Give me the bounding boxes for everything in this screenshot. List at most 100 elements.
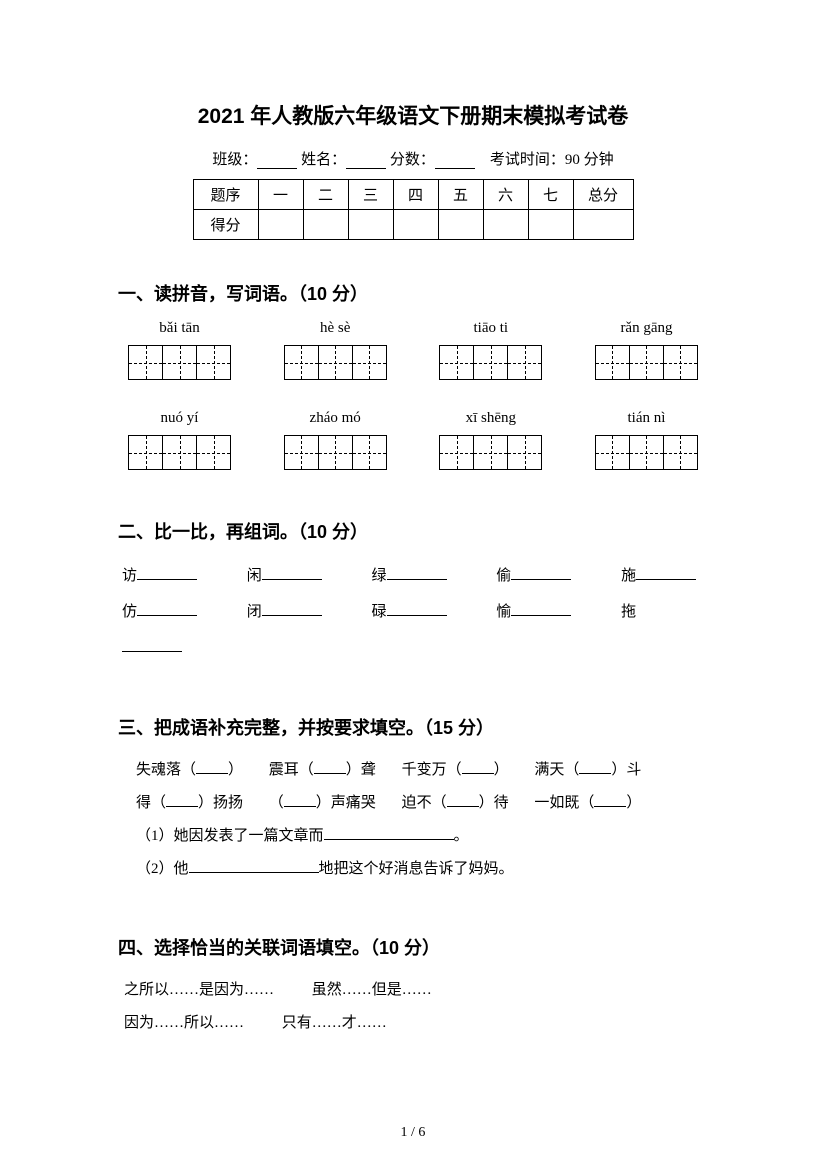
pinyin-label: xī shēng xyxy=(466,410,516,427)
char-box-group[interactable] xyxy=(128,435,231,470)
class-blank[interactable] xyxy=(257,153,297,169)
page-number: 1 / 6 xyxy=(0,1125,826,1141)
idiom-line: 失魂落（） 震耳（）聋 千变万（） 满天（）斗 xyxy=(118,754,708,787)
char: 愉 xyxy=(496,604,511,620)
score-cell[interactable] xyxy=(303,210,348,240)
name-label: 姓名： xyxy=(301,152,346,168)
idiom-blank[interactable] xyxy=(594,792,626,807)
pinyin-item: hè sè xyxy=(284,320,387,380)
idiom-text: 失魂落（ xyxy=(136,762,196,778)
word-blank[interactable] xyxy=(262,601,322,616)
section-heading: 四、选择恰当的关联词语填空。（10 分） xyxy=(118,934,708,960)
conj-line: 因为……所以…… 只有……才…… xyxy=(118,1007,708,1040)
fill-text: 。 xyxy=(454,828,469,844)
fill-blank[interactable] xyxy=(324,825,454,840)
score-label: 分数： xyxy=(390,152,435,168)
pinyin-label: zháo mó xyxy=(310,410,361,427)
fill-text: （1）她因发表了一篇文章而 xyxy=(136,828,324,844)
idiom-text: 千变万（ xyxy=(402,762,462,778)
pinyin-label: nuó yí xyxy=(161,410,199,427)
char-box-group[interactable] xyxy=(128,345,231,380)
pinyin-item: xī shēng xyxy=(439,410,542,470)
col-header: 一 xyxy=(258,180,303,210)
section-heading: 二、比一比，再组词。（10 分） xyxy=(118,518,708,544)
word-blank[interactable] xyxy=(511,565,571,580)
idiom-blank[interactable] xyxy=(196,759,228,774)
total-cell[interactable] xyxy=(573,210,633,240)
idiom-blank[interactable] xyxy=(166,792,198,807)
word-blank[interactable] xyxy=(262,565,322,580)
compare-line xyxy=(118,630,708,666)
idiom-text: ）斗 xyxy=(611,762,641,778)
char: 碌 xyxy=(372,604,387,620)
char-box-group[interactable] xyxy=(439,435,542,470)
idiom-blank[interactable] xyxy=(579,759,611,774)
pinyin-item: tiāo ti xyxy=(439,320,542,380)
score-cell[interactable] xyxy=(438,210,483,240)
score-blank[interactable] xyxy=(435,153,475,169)
score-cell[interactable] xyxy=(393,210,438,240)
word-blank[interactable] xyxy=(636,565,696,580)
char-box-group[interactable] xyxy=(595,435,698,470)
score-table: 题序 一 二 三 四 五 六 七 总分 得分 xyxy=(193,179,634,240)
idiom-text: ） xyxy=(228,762,243,778)
conj-text: 只有……才…… xyxy=(282,1015,387,1031)
fill-blank[interactable] xyxy=(189,858,319,873)
word-blank[interactable] xyxy=(122,637,182,652)
conj-text: 虽然……但是…… xyxy=(312,982,432,998)
idiom-blank[interactable] xyxy=(462,759,494,774)
name-blank[interactable] xyxy=(346,153,386,169)
row-label: 题序 xyxy=(193,180,258,210)
char-box-group[interactable] xyxy=(439,345,542,380)
char: 拖 xyxy=(621,604,636,620)
word-blank[interactable] xyxy=(137,565,197,580)
char: 偷 xyxy=(496,568,511,584)
idiom-text: 震耳（ xyxy=(269,762,314,778)
fill-line: （1）她因发表了一篇文章而 。 xyxy=(118,820,708,853)
idiom-text: （ xyxy=(269,795,284,811)
conj-line: 之所以……是因为…… 虽然……但是…… xyxy=(118,974,708,1007)
idiom-text: ） xyxy=(626,795,641,811)
pinyin-row: bǎi tān hè sè tiāo ti rǎn gāng xyxy=(118,320,708,380)
fill-text: 地把这个好消息告诉了妈妈。 xyxy=(319,861,514,877)
pinyin-label: hè sè xyxy=(320,320,350,337)
word-blank[interactable] xyxy=(137,601,197,616)
page-title: 2021 年人教版六年级语文下册期末模拟考试卷 xyxy=(118,100,708,130)
idiom-blank[interactable] xyxy=(314,759,346,774)
col-header: 六 xyxy=(483,180,528,210)
idiom-line: 得（）扬扬 （）声痛哭 迫不（）待 一如既（） xyxy=(118,787,708,820)
score-cell[interactable] xyxy=(483,210,528,240)
row-label: 得分 xyxy=(193,210,258,240)
score-cell[interactable] xyxy=(258,210,303,240)
info-line: 班级： 姓名： 分数： 考试时间：90 分钟 xyxy=(118,148,708,169)
col-header: 三 xyxy=(348,180,393,210)
char-box-group[interactable] xyxy=(284,345,387,380)
idiom-text: ）聋 xyxy=(346,762,376,778)
word-blank[interactable] xyxy=(511,601,571,616)
col-header: 四 xyxy=(393,180,438,210)
idiom-blank[interactable] xyxy=(447,792,479,807)
idiom-blank[interactable] xyxy=(284,792,316,807)
idiom-text: ）扬扬 xyxy=(198,795,243,811)
idiom-text: 得（ xyxy=(136,795,166,811)
char: 闲 xyxy=(247,568,262,584)
pinyin-item: rǎn gāng xyxy=(595,320,698,380)
char: 闭 xyxy=(247,604,262,620)
fill-line: （2）他 地把这个好消息告诉了妈妈。 xyxy=(118,853,708,886)
conj-text: 因为……所以…… xyxy=(124,1015,244,1031)
idiom-text: 一如既（ xyxy=(534,795,594,811)
table-row: 题序 一 二 三 四 五 六 七 总分 xyxy=(193,180,633,210)
exam-time: 考试时间：90 分钟 xyxy=(490,152,614,168)
word-blank[interactable] xyxy=(387,565,447,580)
word-blank[interactable] xyxy=(387,601,447,616)
compare-line: 访 闲 绿 偷 施 xyxy=(118,558,708,594)
score-cell[interactable] xyxy=(528,210,573,240)
score-cell[interactable] xyxy=(348,210,393,240)
pinyin-label: rǎn gāng xyxy=(620,320,672,337)
pinyin-row: nuó yí zháo mó xī shēng tián nì xyxy=(118,410,708,470)
class-label: 班级： xyxy=(212,152,257,168)
char-box-group[interactable] xyxy=(284,435,387,470)
char-box-group[interactable] xyxy=(595,345,698,380)
idiom-text: ）待 xyxy=(479,795,509,811)
fill-text: （2）他 xyxy=(136,861,189,877)
